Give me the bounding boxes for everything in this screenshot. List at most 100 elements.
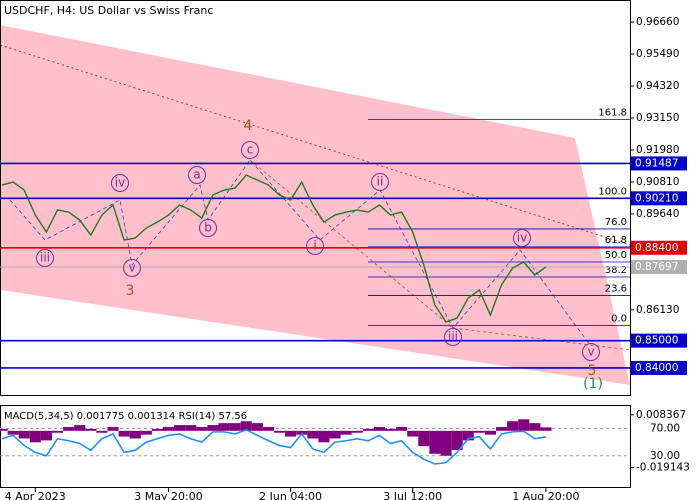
y-tick-label: 0.86130 [636,304,679,316]
macd-bar [351,430,363,433]
fib-label: 0.0 [611,314,627,325]
indicator-label: MACD(5,34,5) 0.001775 0.001314 RSI(14) 5… [4,411,247,422]
rsi-line [1,428,547,465]
wave-label: iii [40,251,50,265]
y2-tick-label: 30.00 [650,450,680,462]
macd-bar [329,430,341,439]
price-label-box [631,156,687,171]
macd-bar [540,427,552,431]
wave-label: b [204,221,212,235]
price-label: 0.85000 [635,335,678,347]
macd-bar [274,430,286,433]
macd-bar [373,426,385,431]
price-label-box [631,240,687,255]
macd-bar [362,428,374,431]
macd-bar [7,430,19,435]
price-label-box [631,259,687,274]
wave-label: v [128,261,135,275]
y2-tick-label: 70.00 [650,422,680,434]
wave-circle [199,219,217,237]
wave-label: iv [115,176,125,190]
wave-label: ii [377,175,384,189]
macd-bar [484,430,496,435]
wave-label: v [587,345,594,359]
y-tick-label: 0.94320 [636,80,679,92]
wave-circle [306,237,324,255]
x-tick-label: 3 May 20:00 [134,490,202,500]
macd-bar [440,430,452,456]
y-tick-label: 0.90810 [636,176,679,188]
wave-circle [371,173,389,191]
price-label-box [631,191,687,206]
fib-label: 76.0 [605,217,627,228]
wave-label: i [313,239,316,253]
macd-bar [251,423,263,431]
macd-bar [407,430,419,437]
wave-circle [188,166,206,184]
macd-bar [396,426,408,431]
macd-bar [340,430,352,435]
macd-bar [307,430,319,439]
wave-circle [123,259,141,277]
macd-bar [96,430,108,433]
macd-bar [207,425,219,431]
macd-bar [85,428,97,431]
macd-bar [151,428,163,431]
wave-circle [444,328,462,346]
macd-bar [107,426,119,431]
macd-bar [74,425,86,431]
wave-label: iv [517,231,527,245]
wave-path [9,159,591,346]
macd-bar [140,430,152,435]
macd-bar [63,426,75,431]
x-tick-label: 1 Aug 20:00 [512,490,579,500]
chart-title: USDCHF, H4: US Dollar vs Swiss Franc [4,4,213,17]
macd-bar [229,423,241,431]
macd-bar [196,426,208,431]
wave-label: 5 [588,363,597,379]
macd-bar [518,419,530,431]
x-tick-label: 2 Jun 04:00 [259,490,322,500]
wave-label: (1) [583,376,603,392]
y-tick-label: 0.96660 [636,16,679,28]
price-label-box [631,360,687,375]
wave-label: iii [448,330,458,344]
macd-bar [429,430,441,454]
fib-label: 38.2 [605,265,627,276]
wave-circle [111,174,129,192]
price-line [1,174,547,323]
macd-bar [118,430,130,437]
macd-bar [0,428,8,431]
price-label: 0.91487 [635,157,678,169]
macd-bar [262,426,274,431]
price-label: 0.88400 [635,242,678,254]
wave-label: 4 [244,118,253,134]
y-tick-label: -0.019143 [636,461,690,473]
macd-bar [29,430,41,443]
fib-label: 23.6 [605,284,627,295]
macd-bar [129,430,141,439]
fib-label: 50.0 [605,250,627,261]
macd-bar [473,430,485,433]
fib-label: 161.8 [598,108,627,119]
wave-circle [241,141,259,159]
macd-bar [185,425,197,431]
macd-bar [507,421,519,431]
fib-label: 61.8 [605,235,627,246]
wave-circle [36,249,54,267]
wave-circle [513,229,531,247]
macd-bar [496,426,508,431]
macd-bar [52,430,64,433]
y-tick-label: 0.91980 [636,144,679,156]
price-label-box [631,333,687,348]
macd-bar [218,423,230,431]
macd-bar [385,428,397,431]
x-tick-label: 4 Apr 2023 [5,490,66,500]
macd-bar [163,426,175,431]
price-label: 0.84000 [635,362,678,374]
macd-bar [418,430,430,447]
y-tick-label: 0.95490 [636,48,679,60]
wave-label: 3 [126,283,135,299]
y-tick-label: 0.89640 [636,208,679,220]
